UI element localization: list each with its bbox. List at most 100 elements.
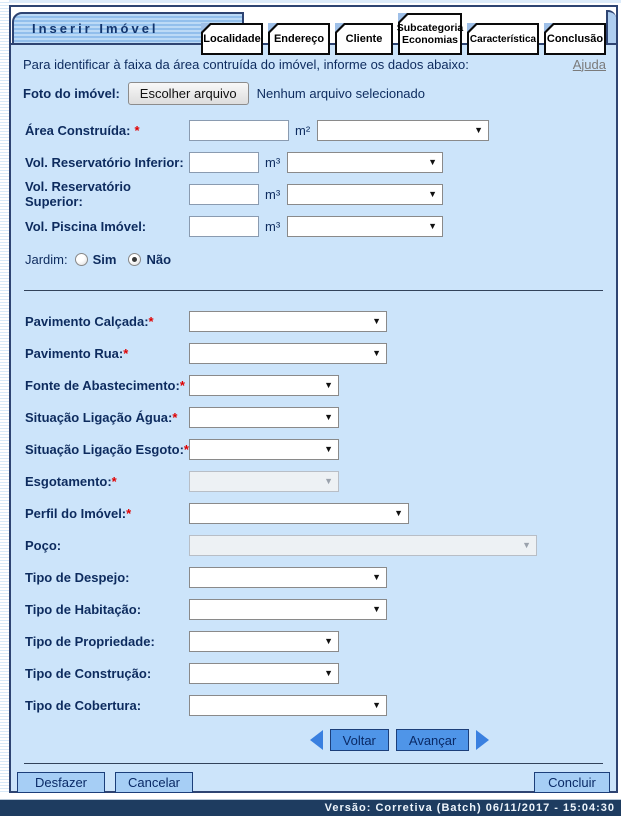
pavimento-calcada-select[interactable]: ▼	[189, 310, 387, 332]
tipo-habitacao-row: Tipo de Habitação: ▼	[11, 593, 616, 625]
dropdown-arrow-icon: ▼	[372, 603, 381, 614]
inserir-imovel-window: Inserir Imóvel Localidade Endereço Clien…	[9, 5, 618, 793]
vol-reservatorio-inferior-select[interactable]: ▼	[287, 151, 443, 173]
tipo-propriedade-label: Tipo de Propriedade:	[25, 633, 155, 649]
fonte-abastecimento-row: Fonte de Abastecimento:* ▼	[11, 369, 616, 401]
wizard-tabs: Localidade Endereço Cliente Subcategoria…	[201, 13, 606, 55]
vol-piscina-select[interactable]: ▼	[287, 215, 443, 237]
required-asterisk: *	[179, 377, 185, 393]
tab-cliente[interactable]: Cliente	[335, 23, 393, 55]
area-construida-select[interactable]: ▼	[317, 119, 489, 141]
tipo-construcao-label: Tipo de Construção:	[25, 665, 152, 681]
form-content: Para identificar à faixa da área contruí…	[11, 45, 616, 794]
tab-conclusao[interactable]: Conclusão	[544, 23, 606, 55]
jardim-sim-label: Sim	[92, 251, 117, 267]
vol-reservatorio-superior-unit: m³	[265, 186, 281, 202]
poco-select: ▼	[189, 534, 537, 556]
pavimento-rua-row: Pavimento Rua:* ▼	[11, 337, 616, 369]
area-construida-input[interactable]	[189, 119, 289, 141]
vol-piscina-input[interactable]	[189, 215, 259, 237]
wizard-nav-row: Voltar Avançar	[11, 725, 616, 755]
required-asterisk: *	[126, 505, 132, 521]
jardim-label: Jardim:	[25, 251, 68, 267]
dropdown-arrow-icon: ▼	[428, 188, 437, 199]
pavimento-rua-select[interactable]: ▼	[189, 342, 387, 364]
vol-reservatorio-superior-row: Vol. Reservatório Superior: m³ ▼	[11, 178, 616, 210]
tipo-construcao-select[interactable]: ▼	[189, 662, 339, 684]
required-asterisk: *	[123, 345, 129, 361]
ajuda-link[interactable]: Ajuda	[572, 56, 606, 72]
pavimento-calcada-row: Pavimento Calçada:* ▼	[11, 305, 616, 337]
tipo-construcao-row: Tipo de Construção: ▼	[11, 657, 616, 689]
dropdown-arrow-icon: ▼	[474, 124, 483, 135]
tab-caracteristica[interactable]: Característica	[467, 23, 539, 55]
tipo-despejo-label: Tipo de Despejo:	[25, 569, 130, 585]
tipo-cobertura-row: Tipo de Cobertura: ▼	[11, 689, 616, 721]
desfazer-button[interactable]: Desfazer	[17, 771, 105, 793]
version-text: Versão: Corretiva (Batch) 06/11/2017 - 1…	[324, 802, 615, 814]
situacao-ligacao-agua-row: Situação Ligação Água:* ▼	[11, 401, 616, 433]
dropdown-arrow-icon: ▼	[372, 699, 381, 710]
pavimento-calcada-label: Pavimento Calçada:	[25, 313, 149, 329]
situacao-ligacao-esgoto-row: Situação Ligação Esgoto:* ▼	[11, 433, 616, 465]
perfil-imovel-select[interactable]: ▼	[189, 502, 409, 524]
vol-reservatorio-superior-input[interactable]	[189, 183, 259, 205]
vol-reservatorio-inferior-unit: m³	[265, 154, 281, 170]
vol-reservatorio-superior-select[interactable]: ▼	[287, 183, 443, 205]
tipo-cobertura-select[interactable]: ▼	[189, 694, 387, 716]
dropdown-arrow-icon: ▼	[324, 475, 333, 486]
voltar-button[interactable]: Voltar	[329, 729, 389, 751]
intro-text: Para identificar à faixa da área contruí…	[23, 56, 469, 72]
dropdown-arrow-icon: ▼	[372, 571, 381, 582]
jardim-nao-label: Não	[146, 251, 172, 267]
window-header: Inserir Imóvel Localidade Endereço Clien…	[11, 7, 616, 55]
tipo-despejo-select[interactable]: ▼	[189, 566, 387, 588]
dropdown-arrow-icon: ▼	[324, 411, 333, 422]
dropdown-arrow-icon: ▼	[522, 539, 531, 550]
tab-subcategoria-economias[interactable]: Subcategoria Economias	[397, 13, 463, 55]
jardim-sim-radio[interactable]	[74, 252, 88, 266]
page-top-line	[0, 0, 621, 3]
vol-reservatorio-inferior-input[interactable]	[189, 151, 259, 173]
tipo-despejo-row: Tipo de Despejo: ▼	[11, 561, 616, 593]
dropdown-arrow-icon: ▼	[428, 156, 437, 167]
cancelar-button[interactable]: Cancelar	[115, 771, 193, 793]
vol-piscina-label: Vol. Piscina Imóvel:	[25, 218, 147, 234]
situacao-ligacao-esgoto-label: Situação Ligação Esgoto:	[25, 441, 184, 457]
tipo-habitacao-select[interactable]: ▼	[189, 598, 387, 620]
fonte-abastecimento-select[interactable]: ▼	[189, 374, 339, 396]
esgotamento-select: ▼	[189, 470, 339, 492]
dropdown-arrow-icon: ▼	[372, 347, 381, 358]
action-buttons-row: Desfazer Cancelar Concluir	[11, 770, 616, 794]
vol-reservatorio-inferior-row: Vol. Reservatório Inferior: m³ ▼	[11, 146, 616, 178]
required-asterisk: *	[134, 122, 140, 138]
vol-reservatorio-inferior-label: Vol. Reservatório Inferior:	[25, 154, 184, 170]
tab-endereco[interactable]: Endereço	[268, 23, 330, 55]
poco-row: Poço: ▼	[11, 529, 616, 561]
pavimento-rua-label: Pavimento Rua:	[25, 345, 124, 361]
jardim-nao-radio[interactable]	[128, 252, 142, 266]
tab-localidade[interactable]: Localidade	[201, 23, 263, 55]
situacao-ligacao-esgoto-select[interactable]: ▼	[189, 438, 339, 460]
dropdown-arrow-icon: ▼	[394, 507, 403, 518]
fonte-abastecimento-label: Fonte de Abastecimento:	[25, 377, 180, 393]
vol-piscina-row: Vol. Piscina Imóvel: m³ ▼	[11, 210, 616, 242]
situacao-ligacao-agua-select[interactable]: ▼	[189, 406, 339, 428]
next-arrow-icon[interactable]	[476, 730, 490, 750]
required-asterisk: *	[172, 409, 178, 425]
tipo-propriedade-select[interactable]: ▼	[189, 630, 339, 652]
concluir-button[interactable]: Concluir	[534, 771, 610, 793]
avancar-button[interactable]: Avançar	[395, 729, 470, 751]
perfil-imovel-row: Perfil do Imóvel:* ▼	[11, 497, 616, 529]
previous-arrow-icon[interactable]	[309, 730, 323, 750]
required-asterisk: *	[111, 473, 117, 489]
escolher-arquivo-button[interactable]: Escolher arquivo	[127, 81, 249, 105]
foto-imovel-label: Foto do imóvel:	[23, 85, 120, 101]
tipo-habitacao-label: Tipo de Habitação:	[25, 601, 142, 617]
tipo-propriedade-row: Tipo de Propriedade: ▼	[11, 625, 616, 657]
dropdown-arrow-icon: ▼	[428, 220, 437, 231]
area-construida-row: Área Construída: * m² ▼	[11, 114, 616, 146]
dropdown-arrow-icon: ▼	[324, 667, 333, 678]
tipo-cobertura-label: Tipo de Cobertura:	[25, 697, 142, 713]
jardim-row: Jardim: Sim Não	[11, 242, 616, 276]
